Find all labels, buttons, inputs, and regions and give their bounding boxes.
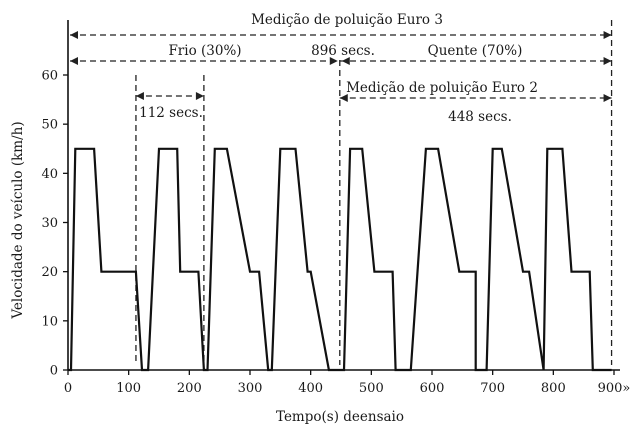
x-tick-label-300: 300 bbox=[238, 381, 263, 396]
y-tick-label-60: 60 bbox=[41, 69, 58, 84]
y-tick-label-30: 30 bbox=[41, 216, 58, 231]
euro3-arrow-right bbox=[603, 31, 612, 39]
y-tick-label-20: 20 bbox=[41, 265, 58, 280]
hot-arrow-right bbox=[603, 57, 612, 65]
x-axis-title: Tempo(s) deensaio bbox=[276, 409, 404, 425]
euro2-label: Medição de poluição Euro 2 bbox=[346, 80, 538, 96]
y-tick-label-40: 40 bbox=[41, 167, 58, 182]
x-tick-label-800: 800 bbox=[541, 381, 566, 396]
x-tick-label-0: 0 bbox=[64, 381, 72, 396]
cycle-duration-label: 112 secs. bbox=[139, 105, 203, 121]
cycle-arrow-left bbox=[135, 92, 144, 100]
speed-trace bbox=[68, 147, 612, 372]
y-tick-label-0: 0 bbox=[50, 364, 58, 379]
x-tick-label-200: 200 bbox=[177, 381, 202, 396]
x-tick-label-100: 100 bbox=[116, 381, 141, 396]
hot-arrow-left bbox=[341, 57, 350, 65]
annotation-lines bbox=[70, 20, 613, 365]
frio-label: Frio (30%) bbox=[168, 43, 241, 59]
euro3-label: Medição de poluição Euro 3 bbox=[251, 12, 443, 28]
cold-arrow-right bbox=[329, 57, 338, 65]
x-tick-label-500: 500 bbox=[359, 381, 384, 396]
x-tick-label-600: 600 bbox=[420, 381, 445, 396]
x-ticks: 0 100 200 300 400 500 600 700 800 900» bbox=[64, 370, 631, 396]
y-ticks: 0 10 20 30 40 50 60 bbox=[41, 69, 68, 379]
cold-arrow-left bbox=[70, 57, 78, 65]
euro2-arrow-right bbox=[603, 94, 612, 102]
euro2-arrow-left bbox=[339, 94, 348, 102]
y-axis-title: Velocidade do veículo (km/h) bbox=[10, 121, 26, 319]
x-tick-label-700: 700 bbox=[480, 381, 505, 396]
y-tick-label-50: 50 bbox=[41, 118, 58, 133]
quente-label: Quente (70%) bbox=[428, 43, 523, 59]
x-tick-label-900: 900» bbox=[598, 381, 631, 396]
euro2-duration-label: 448 secs. bbox=[448, 109, 512, 125]
x-tick-label-400: 400 bbox=[298, 381, 323, 396]
total-duration-label: 896 secs. bbox=[311, 43, 375, 59]
euro3-arrow-left bbox=[70, 31, 78, 39]
cycle-arrow-right bbox=[195, 92, 204, 100]
y-tick-label-10: 10 bbox=[41, 314, 58, 329]
